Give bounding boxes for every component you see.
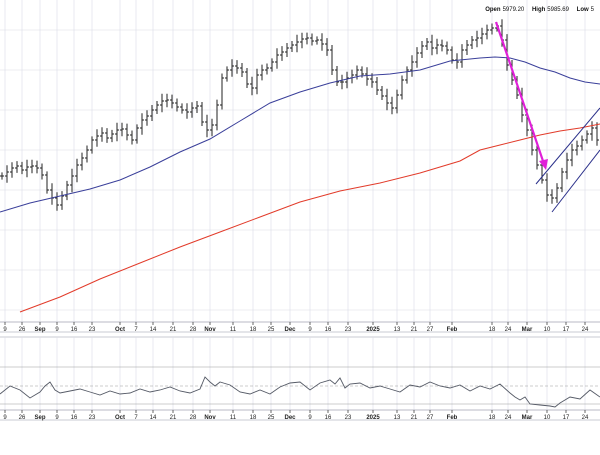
x-axis-top-tick-label: 28 <box>190 327 197 333</box>
x-axis-top-tick-label: 18 <box>489 327 496 333</box>
x-axis-bottom-tick-label: Mar <box>522 415 533 421</box>
high-label: High <box>531 7 546 13</box>
open-value: 5979.20 <box>502 7 525 13</box>
x-axis-bottom-tick-label: 23 <box>345 415 352 421</box>
high-value: 5985.69 <box>547 7 569 13</box>
trend-arrow-head <box>539 159 548 170</box>
x-axis-top-tick-label: 11 <box>230 327 237 333</box>
x-axis-bottom-tick-label: Feb <box>447 415 458 421</box>
x-axis-bottom-tick-label: 18 <box>250 415 257 421</box>
x-axis-bottom-tick-label: 17 <box>563 415 570 421</box>
low-value: 5 <box>590 7 594 13</box>
x-axis-top-tick-label: 9 <box>55 327 59 333</box>
x-axis-top-tick-label: 17 <box>563 327 570 333</box>
rsi-grid <box>0 336 600 410</box>
open-label: Open <box>485 7 501 13</box>
channel-upper-line <box>535 107 600 185</box>
x-axis-top-tick-label: 7 <box>134 327 138 333</box>
x-axis-bottom-tick-label: Dec <box>284 415 296 421</box>
x-axis-bottom-tick-label: 25 <box>268 415 275 421</box>
channel-lower-line <box>551 149 600 213</box>
x-axis-bottom-tick-label: 24 <box>582 415 589 421</box>
x-axis-top: 9 26 Sep 9 16 23 Oct 7 14 21 28 Nov 11 18 25 Dec 9 16 23 20… <box>0 321 600 333</box>
x-axis-top-tick-label: 2025 <box>366 327 380 333</box>
x-axis-bottom-tick-label: 9 <box>3 415 7 421</box>
x-axis-bottom-tick-label: 2025 <box>366 415 380 421</box>
low-label: Low <box>576 7 589 13</box>
x-axis-bottom-tick-label: 28 <box>190 415 197 421</box>
x-axis-bottom-tick-label: 14 <box>150 415 157 421</box>
x-axis-top-tick-label: 21 <box>170 327 177 333</box>
x-axis-top-tick-label: 25 <box>268 327 275 333</box>
x-axis-bottom-tick-label: 24 <box>505 415 512 421</box>
x-axis-bottom-tick-label: 21 <box>411 415 418 421</box>
x-axis-bottom-tick-label: 9 <box>308 415 312 421</box>
x-axis-top-tick-label: 24 <box>582 327 589 333</box>
x-axis-top-tick-label: Mar <box>522 327 533 333</box>
x-axis-top-tick-label: Oct <box>115 327 125 333</box>
x-axis-top-tick-label: Dec <box>284 327 296 333</box>
x-axis-top-tick-label: 14 <box>150 327 157 333</box>
ohlc-readout: Open 5979.20 High 5985.69 Low 5 <box>485 7 600 13</box>
x-axis-top-tick-label: 27 <box>427 327 434 333</box>
x-axis-bottom-tick-label: 21 <box>170 415 177 421</box>
x-axis-bottom-tick-label: 7 <box>134 415 138 421</box>
x-axis-bottom-tick-label: 23 <box>89 415 96 421</box>
moving-average-50-line <box>0 56 600 213</box>
x-axis-top-tick-label: Sep <box>34 327 45 333</box>
price-marks <box>0 19 600 313</box>
x-axis-bottom-tick-label: 26 <box>19 415 26 421</box>
x-axis-bottom-tick-label: 13 <box>394 415 401 421</box>
x-axis-top-tick-label: 23 <box>89 327 96 333</box>
x-axis-bottom: 9 26 Sep 9 16 23 Oct 7 14 21 28 Nov 11 18 25 Dec 9 16 23 20… <box>0 409 600 421</box>
x-axis-bottom-tick-label: 16 <box>71 415 78 421</box>
x-axis-top-tick-label: 24 <box>505 327 512 333</box>
x-axis-top-tick-label: Nov <box>204 327 216 333</box>
x-axis-top-tick-label: 16 <box>71 327 78 333</box>
x-axis-bottom-tick-label: 16 <box>325 415 332 421</box>
x-axis-top-tick-label: 16 <box>325 327 332 333</box>
x-axis-bottom-tick-label: 9 <box>55 415 59 421</box>
price-grid <box>0 0 600 322</box>
x-axis-top-tick-label: 10 <box>544 327 551 333</box>
x-axis-top-tick-label: 26 <box>19 327 26 333</box>
x-axis-bottom-tick-label: Oct <box>115 415 125 421</box>
x-axis-top-tick-label: 9 <box>308 327 312 333</box>
x-axis-top-tick-label: 9 <box>3 327 7 333</box>
x-axis-bottom-tick-label: 18 <box>489 415 496 421</box>
x-axis-bottom-tick-label: 10 <box>544 415 551 421</box>
x-axis-top-tick-label: 21 <box>411 327 418 333</box>
x-axis-bottom-tick-label: Sep <box>34 415 45 421</box>
moving-average-200-line <box>19 123 600 313</box>
rsi-line <box>0 376 600 408</box>
x-axis-top-tick-label: Feb <box>447 327 458 333</box>
rsi-marks <box>0 376 600 408</box>
trend-arrow-line <box>494 21 546 165</box>
x-axis-bottom-tick-label: Nov <box>204 415 216 421</box>
x-axis-top-tick-label: 23 <box>345 327 352 333</box>
x-axis-bottom-tick-label: 11 <box>230 415 237 421</box>
x-axis-bottom-tick-label: 27 <box>427 415 434 421</box>
x-axis-top-tick-label: 13 <box>394 327 401 333</box>
x-axis-top-tick-label: 18 <box>250 327 257 333</box>
